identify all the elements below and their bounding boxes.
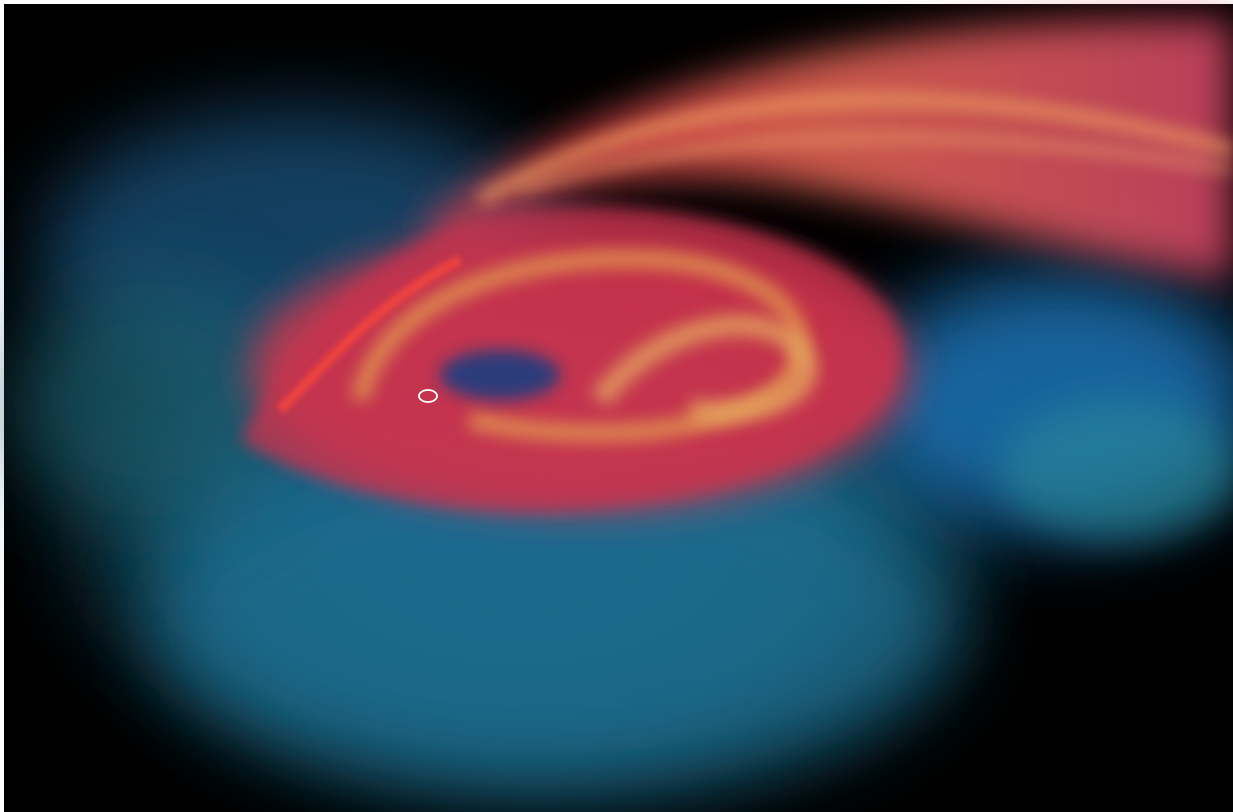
black-hole-marker xyxy=(418,389,438,403)
tidal-stream xyxy=(420,19,1233,280)
debris-disk xyxy=(240,206,910,511)
